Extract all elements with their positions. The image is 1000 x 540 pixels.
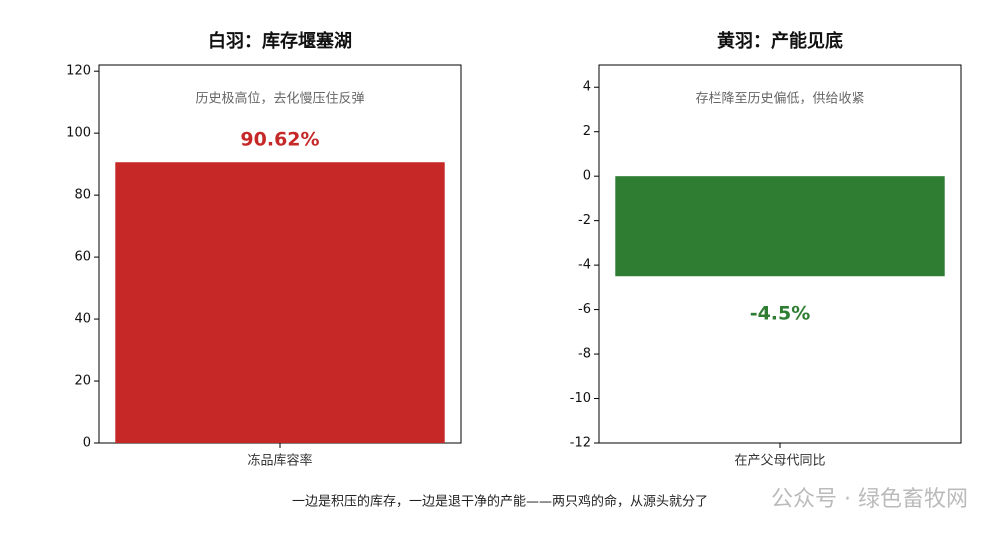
y-tick-label: -8 <box>578 347 591 362</box>
bar <box>615 176 945 277</box>
y-tick-label: -2 <box>578 213 591 228</box>
y-tick-label: 60 <box>74 250 91 265</box>
y-tick-label: 2 <box>583 124 591 139</box>
y-tick-label: 80 <box>74 188 91 203</box>
y-tick-label: 100 <box>66 126 91 141</box>
x-tick-label: 在产父母代同比 <box>734 454 825 469</box>
value-label: 90.62% <box>240 129 319 151</box>
watermark: 公众号 · 绿色畜牧网 <box>771 487 968 512</box>
chart-title: 黄羽：产能见底 <box>717 30 843 52</box>
bar <box>115 162 445 443</box>
annotation: 历史极高位，去化慢压住反弹 <box>195 91 364 107</box>
x-tick-label: 冻品库容率 <box>247 453 312 469</box>
y-tick-label: 120 <box>66 64 91 79</box>
y-tick-label: -4 <box>578 258 591 273</box>
y-tick-label: 20 <box>74 374 91 389</box>
caption: 一边是积压的库存，一边是退干净的产能——两只鸡的命，从源头就分了 <box>292 494 708 510</box>
y-tick-label: -12 <box>570 436 591 451</box>
y-tick-label: 0 <box>583 169 591 184</box>
y-tick-label: 0 <box>83 436 91 451</box>
y-tick-label: -10 <box>570 391 591 406</box>
annotation: 存栏降至历史偏低，供给收紧 <box>695 92 864 107</box>
y-tick-label: -6 <box>578 302 591 317</box>
y-tick-label: 4 <box>583 80 591 95</box>
value-label: -4.5% <box>750 303 811 325</box>
y-tick-label: 40 <box>74 312 91 327</box>
chart-title: 白羽：库存堰塞湖 <box>208 30 352 52</box>
